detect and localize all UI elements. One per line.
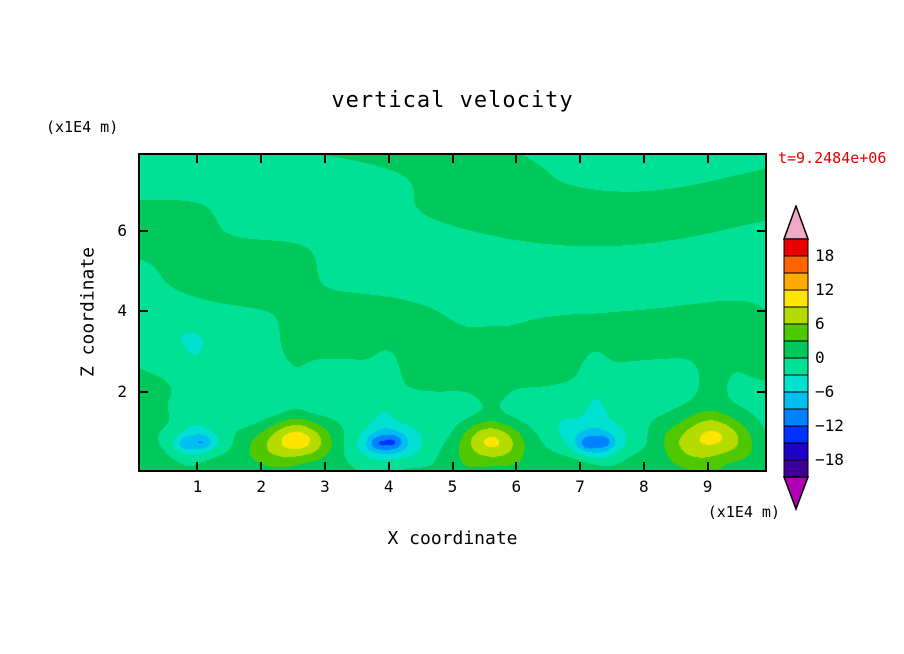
colorbar-segment [783,425,809,444]
colorbar-svg [782,203,810,512]
z-tick [140,310,148,313]
colorbar-label: −6 [815,382,835,401]
z-tick [757,230,765,233]
x-tick-label: 8 [638,477,649,496]
colorbar-label: −12 [815,416,844,435]
x-tick [515,462,518,470]
colorbar-segment [783,289,809,308]
x-tick [323,155,326,163]
x-tick-label: 4 [383,477,394,496]
colorbar-segment [783,408,809,427]
x-tick [706,155,709,163]
colorbar-segment [783,272,809,291]
colorbar-label: 12 [815,280,835,299]
colorbar-segment [783,255,809,274]
colorbar-label: 18 [815,246,835,265]
x-tick [642,462,645,470]
x-tick-label: 1 [192,477,203,496]
colorbar-segment [783,323,809,342]
x-tick-label: 2 [256,477,266,496]
x-tick [579,462,582,470]
colorbar-arrow [782,476,810,512]
x-axis-label: X coordinate [387,528,518,549]
x-tick [196,462,199,470]
colorbar-label: 6 [815,314,825,333]
x-tick-label: 7 [575,477,585,496]
x-tick [387,155,390,163]
x-tick [706,462,709,470]
colorbar-label: 0 [815,348,825,367]
x-tick-label: 6 [511,477,522,496]
x-tick [515,155,518,163]
colorbar-label: −18 [815,450,844,469]
colorbar-segment [783,442,809,461]
chart-title: vertical velocity [331,88,574,113]
z-tick [757,310,765,313]
x-tick-label: 3 [320,477,330,496]
time-label: t=9.2484e+06 [778,149,887,167]
colorbar-segment [783,340,809,359]
colorbar [782,203,810,512]
colorbar-arrow [782,203,810,240]
x-tick [642,155,645,163]
z-tick [140,390,148,393]
colorbar-segment [783,459,809,478]
plot-area [138,153,767,472]
colorbar-segment [783,306,809,325]
x-tick [196,155,199,163]
z-tick-label: 6 [117,221,127,241]
x-tick-label: 9 [702,477,713,496]
x-tick [387,462,390,470]
colorbar-segment [783,238,809,257]
z-tick [140,230,148,233]
colorbar-segment [783,391,809,410]
x-tick [260,462,263,470]
z-tick-label: 4 [117,301,127,321]
x-axis-units-label: (x1E4 m) [707,503,780,521]
x-tick [451,155,454,163]
colorbar-segment [783,374,809,393]
colorbar-segment [783,357,809,376]
x-tick [323,462,326,470]
x-tick [579,155,582,163]
y-axis-units-label: (x1E4 m) [46,118,119,136]
x-tick [451,462,454,470]
x-tick [260,155,263,163]
z-tick [757,390,765,393]
x-tick-label: 5 [447,477,458,496]
field-canvas [140,155,765,470]
z-tick-label: 2 [117,381,127,401]
